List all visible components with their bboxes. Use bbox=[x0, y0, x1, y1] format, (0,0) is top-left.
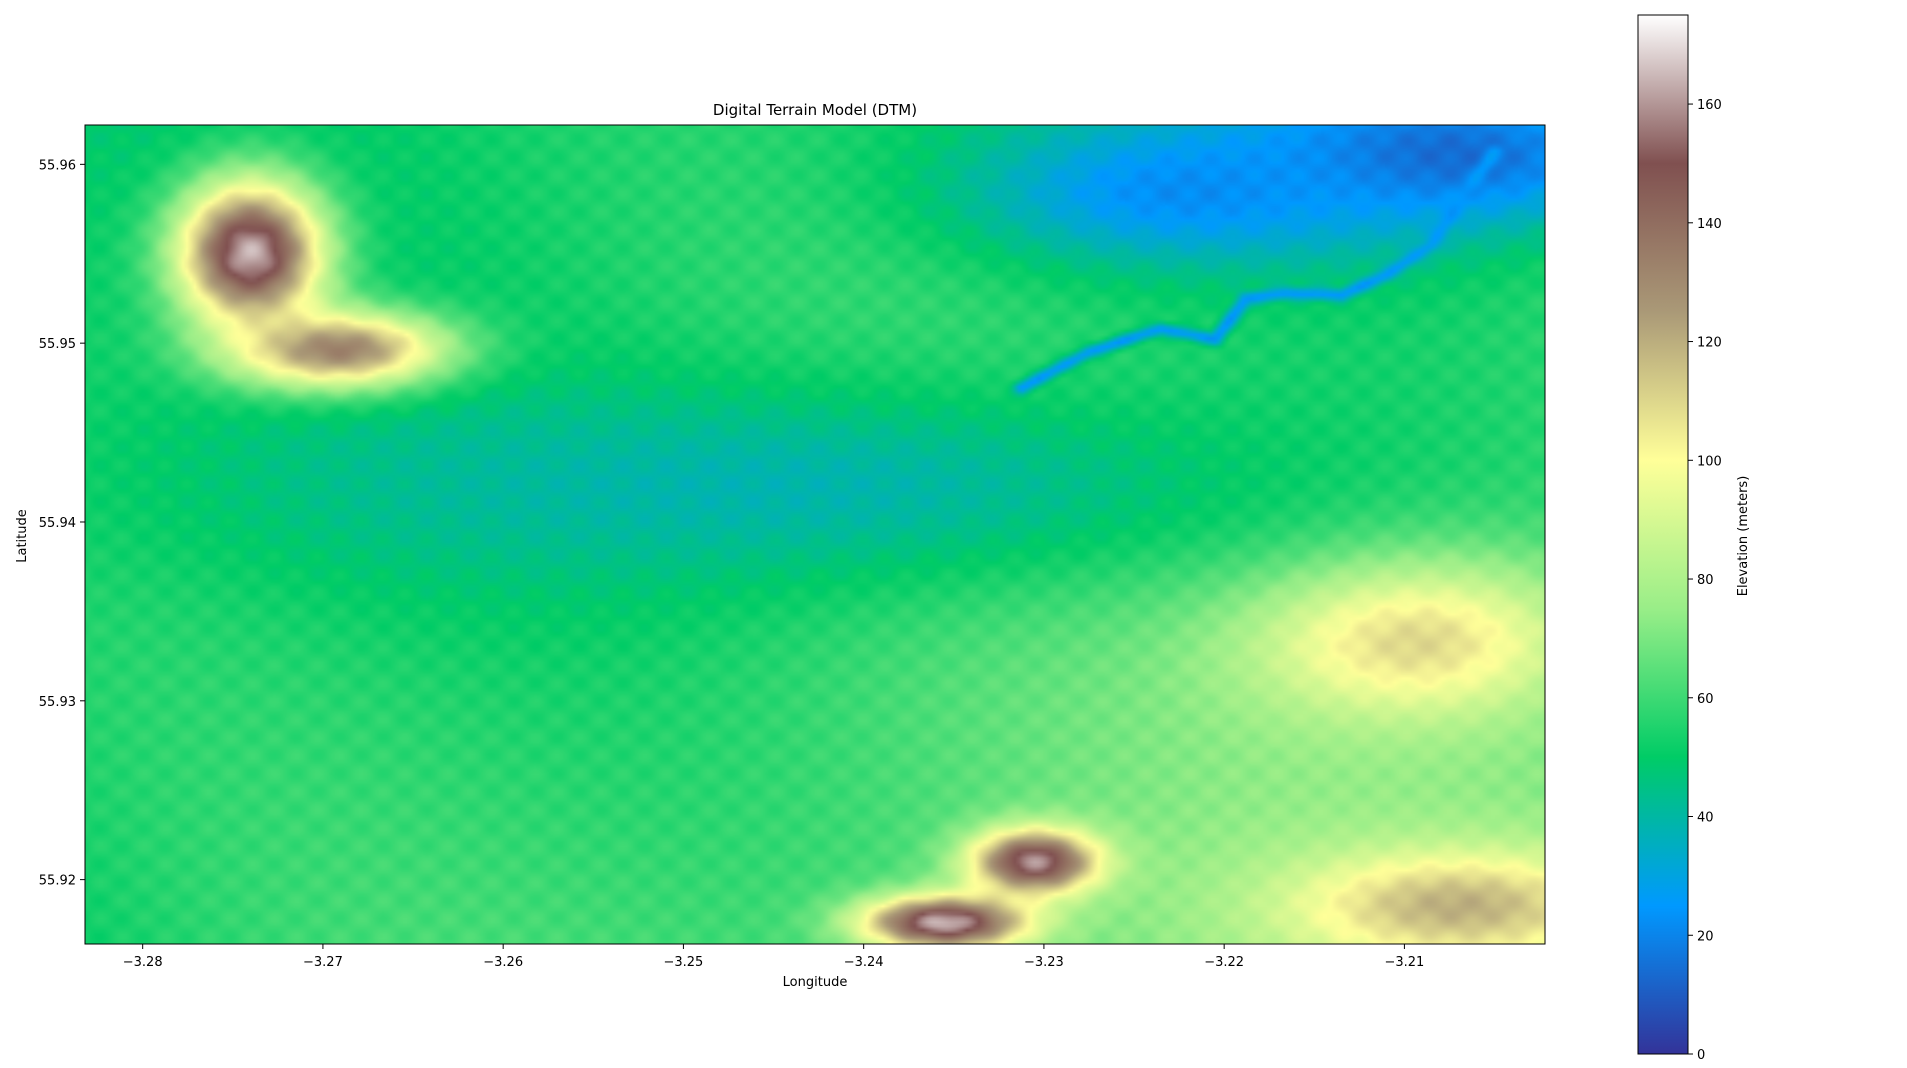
x-tick-label: −3.22 bbox=[1204, 955, 1244, 970]
chart-title: Digital Terrain Model (DTM) bbox=[713, 101, 917, 119]
colorbar-tick-label: 20 bbox=[1697, 929, 1714, 944]
elevation-raster bbox=[85, 125, 1545, 944]
colorbar-tick-label: 40 bbox=[1697, 811, 1714, 826]
y-tick-label: 55.93 bbox=[39, 695, 76, 710]
x-tick-label: −3.23 bbox=[1024, 955, 1064, 970]
colorbar-gradient bbox=[1638, 15, 1688, 1054]
colorbar-tick-label: 140 bbox=[1697, 217, 1722, 232]
colorbar-label: Elevation (meters) bbox=[1736, 476, 1751, 597]
colorbar-tick-label: 80 bbox=[1697, 573, 1714, 588]
x-axis-label: Longitude bbox=[783, 975, 848, 990]
x-tick-label: −3.21 bbox=[1384, 955, 1424, 970]
colorbar: 0 20 40 60 80 100 120 140 160 Elevation (meters) bbox=[1637, 14, 1751, 1063]
colorbar-tick-label: 100 bbox=[1697, 454, 1722, 469]
x-tick-label: −3.24 bbox=[844, 955, 884, 970]
y-axis: 55.92 55.93 55.94 55.95 55.96 bbox=[39, 158, 85, 889]
elevation-plot-area[interactable] bbox=[84, 124, 1546, 945]
x-tick-label: −3.26 bbox=[483, 955, 523, 970]
colorbar-tick-label: 0 bbox=[1697, 1048, 1705, 1063]
colorbar-tick-label: 60 bbox=[1697, 692, 1714, 707]
y-axis-label: Latitude bbox=[15, 509, 30, 563]
colorbar-ticks: 0 20 40 60 80 100 120 140 160 bbox=[1688, 98, 1722, 1063]
x-axis: −3.28 −3.27 −3.26 −3.25 −3.24 −3.23 −3.22 −3.21 bbox=[123, 944, 1424, 970]
x-tick-label: −3.25 bbox=[663, 955, 703, 970]
x-tick-label: −3.27 bbox=[303, 955, 343, 970]
y-tick-label: 55.96 bbox=[39, 158, 76, 173]
colorbar-tick-label: 160 bbox=[1697, 98, 1722, 113]
plot-frame bbox=[84, 124, 1546, 945]
colorbar-tick-label: 120 bbox=[1697, 336, 1722, 351]
colorbar-frame bbox=[1637, 14, 1689, 1055]
y-tick-label: 55.94 bbox=[39, 516, 76, 531]
x-tick-label: −3.28 bbox=[123, 955, 163, 970]
y-tick-label: 55.95 bbox=[39, 337, 76, 352]
y-tick-label: 55.92 bbox=[39, 874, 76, 889]
